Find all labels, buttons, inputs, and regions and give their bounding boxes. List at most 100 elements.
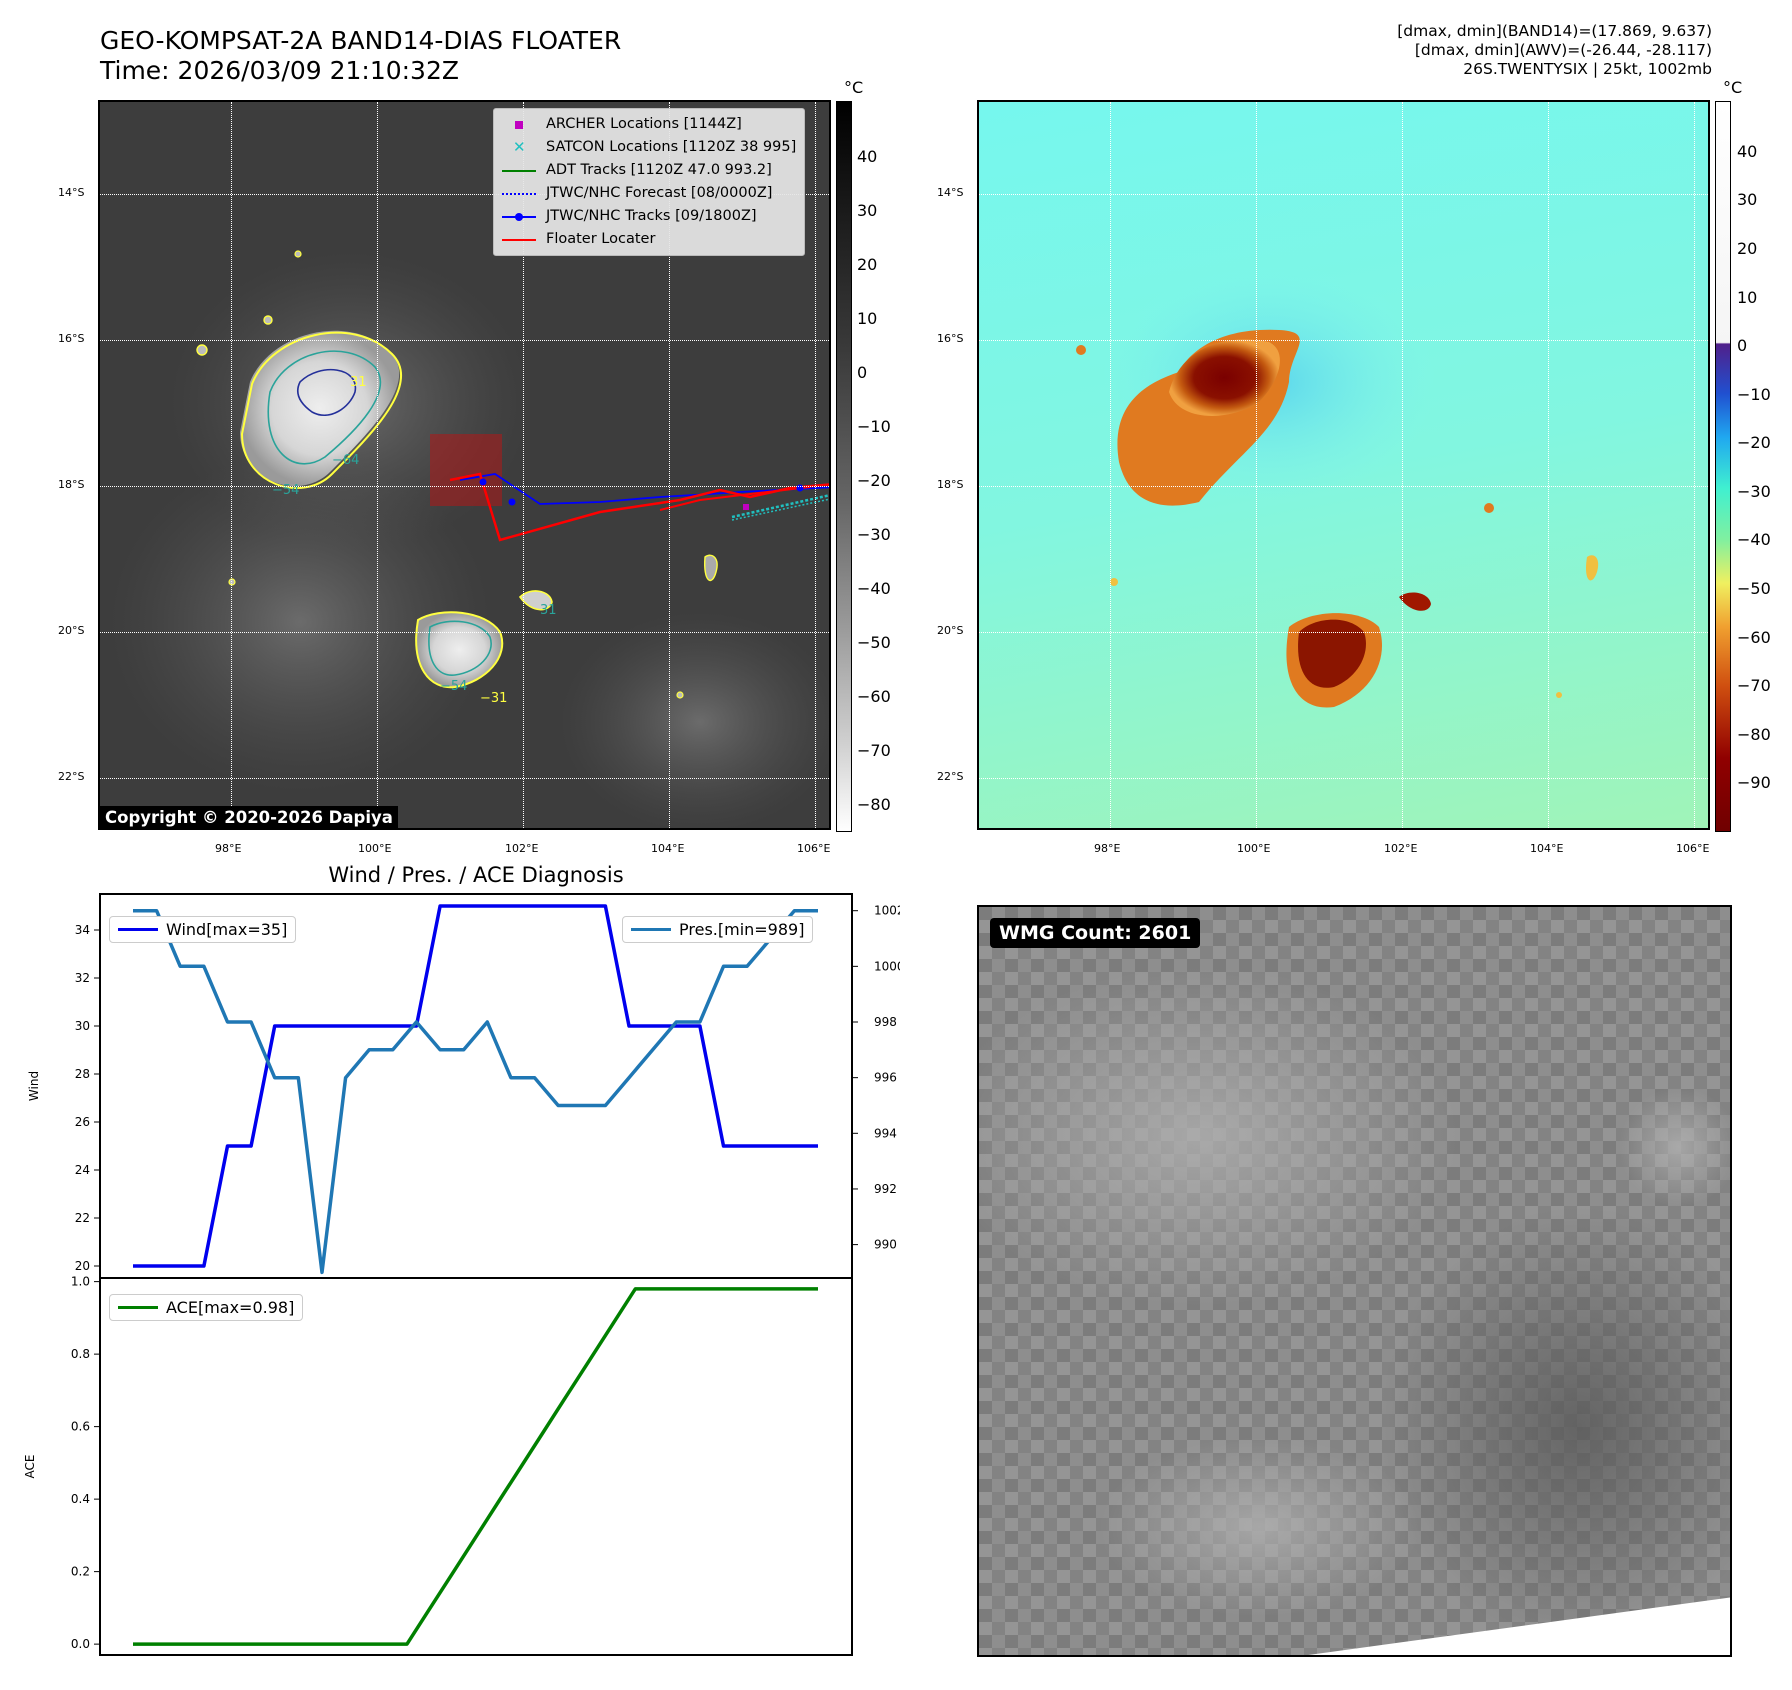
legend-floater: Floater Locater [500,228,796,251]
cb-tick: −30 [857,525,891,544]
wmg-panel [977,905,1732,1657]
cb-tick: −80 [1737,725,1771,744]
wind-y-tick-label: 20 [75,1259,90,1273]
svg-text:−64: −64 [332,453,359,468]
cb-tick: 20 [857,255,878,274]
square-marker-icon [500,118,538,132]
figure-title: GEO-KOMPSAT-2A BAND14-DIAS FLOATER Time:… [100,26,621,86]
wind-y-tick-label: 30 [75,1019,90,1033]
pressure-y-tick-label: 990 [874,1238,897,1252]
awv-colorbar [1715,101,1731,832]
ir-colorbar [836,101,852,832]
cb-tick: −70 [857,741,891,760]
lat-tick: 20°S [58,624,85,637]
cb-tick: 0 [1737,336,1748,355]
cb-tick: 10 [1737,288,1758,307]
blue-line-icon [118,928,158,931]
cb-tick: −80 [857,795,891,814]
pressure-y-tick-label: 1002 [874,904,900,918]
pressure-y-tick-label: 994 [874,1126,897,1140]
cb-tick: 0 [857,363,868,382]
ir-colorbar-unit: °C [844,78,864,97]
cb-tick: −40 [1737,530,1771,549]
stats-block: [dmax, dmin](BAND14)=(17.869, 9.637) [dm… [1397,22,1712,79]
x-marker-icon: ✕ [513,137,526,156]
ace-y-tick-label: 0.0 [71,1637,90,1651]
solid-line-icon [500,233,538,247]
ace-y-tick-label: 1.0 [71,1275,90,1289]
legend-jtwc-tracks: JTWC/NHC Tracks [09/1800Z] [500,205,796,228]
copyright-label: Copyright © 2020-2026 Dapiya [100,806,398,829]
wind-y-tick-label: 34 [75,923,90,937]
wind-axis-label: Wind [27,1071,41,1101]
legend-adt: ADT Tracks [1120Z 47.0 993.2] [500,159,796,182]
cb-tick: −40 [857,579,891,598]
wind-y-tick-label: 26 [75,1115,90,1129]
lon-tick: 100°E [358,842,392,855]
lon-tick: 104°E [1530,842,1564,855]
cb-tick: −20 [1737,433,1771,452]
lat-tick: 16°S [58,332,85,345]
lat-tick: 20°S [937,624,964,637]
floater-locater-line [449,472,829,542]
cb-tick: −10 [857,417,891,436]
legend-jtwc-forecast: JTWC/NHC Forecast [08/0000Z] [500,182,796,205]
ace-y-tick-label: 0.8 [71,1347,90,1361]
lon-tick: 106°E [797,842,831,855]
lon-tick: 106°E [1676,842,1710,855]
cb-tick: −60 [1737,628,1771,647]
lon-tick: 102°E [505,842,539,855]
pressure-y-tick-label: 996 [874,1071,897,1085]
lat-tick: 16°S [937,332,964,345]
cb-tick: −30 [1737,482,1771,501]
lon-tick: 100°E [1237,842,1271,855]
solid-line-icon [500,164,538,178]
wind-series-line [133,904,818,1268]
wind-y-tick-label: 32 [75,971,90,985]
lat-tick: 22°S [937,770,964,783]
wind-legend: Wind[max=35] [109,916,297,943]
cb-tick: −50 [1737,579,1771,598]
lon-tick: 102°E [1384,842,1418,855]
title-line-1: GEO-KOMPSAT-2A BAND14-DIAS FLOATER [100,26,622,55]
cb-tick: −90 [1737,773,1771,792]
lat-tick: 22°S [58,770,85,783]
wind-y-tick-label: 28 [75,1067,90,1081]
pressure-y-tick-label: 992 [874,1182,897,1196]
pressure-y-tick-label: 998 [874,1015,897,1029]
lat-tick: 14°S [58,186,85,199]
ir-legend: ARCHER Locations [1144Z] ✕ SATCON Locati… [493,108,806,256]
legend-satcon: ✕ SATCON Locations [1120Z 38 995] [500,136,796,159]
cb-tick: −50 [857,633,891,652]
floater-locator-box [430,434,502,506]
ir-map-image: 31 −64 −54 −54 −31 31 [110,250,829,828]
green-line-icon [118,1306,158,1309]
pressure-legend: Pres.[min=989] [622,916,814,943]
cb-tick: 20 [1737,239,1758,258]
wind-y-tick-label: 22 [75,1211,90,1225]
title-line-2: Time: 2026/03/09 21:10:32Z [100,56,459,85]
line-with-dot-icon [500,210,538,224]
wmg-image [979,907,1730,1655]
svg-text:31: 31 [540,603,557,618]
ace-series-line [133,1287,818,1646]
lon-tick: 98°E [1094,842,1121,855]
cb-tick: 40 [857,147,878,166]
svg-text:−54: −54 [440,679,467,694]
ace-y-tick-label: 0.6 [71,1420,90,1434]
lat-tick: 14°S [937,186,964,199]
cb-tick: −20 [857,471,891,490]
ace-axis-label: ACE [23,1455,37,1479]
cb-tick: 30 [857,201,878,220]
ace-legend: ACE[max=0.98] [109,1294,304,1321]
cb-tick: −70 [1737,676,1771,695]
lat-tick: 18°S [58,478,85,491]
cb-tick: −10 [1737,385,1771,404]
ace-y-tick-label: 0.2 [71,1565,90,1579]
wmg-count-badge: WMG Count: 2601 [990,918,1201,948]
jtwc-track-line [459,473,829,505]
ace-axes-frame [99,1277,853,1656]
wind-y-tick-label: 24 [75,1163,90,1177]
